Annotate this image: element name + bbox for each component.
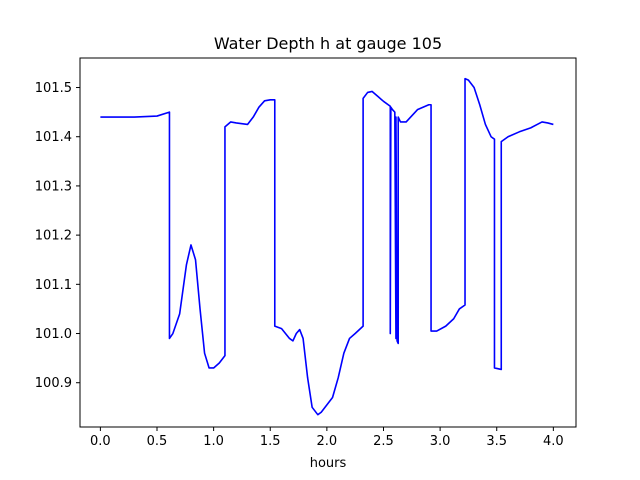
x-axis-label: hours <box>310 456 347 471</box>
x-tick-label: 0.0 <box>90 434 111 449</box>
x-tick-label: 3.5 <box>486 434 507 449</box>
y-tick-label: 100.9 <box>35 376 72 391</box>
x-tick-label: 1.5 <box>260 434 281 449</box>
y-axis: 100.9 101.0 101.1 101.2 101.3 101.4 101.5 <box>35 81 80 391</box>
chart-title: Water Depth h at gauge 105 <box>214 34 442 53</box>
x-tick-label: 4.0 <box>543 434 564 449</box>
plot-layer <box>100 77 554 416</box>
x-tick-label: 1.0 <box>203 434 224 449</box>
y-tick-label: 101.5 <box>35 81 72 96</box>
x-tick-label: 0.5 <box>147 434 168 449</box>
y-tick-label: 101.3 <box>35 179 72 194</box>
y-tick-label: 101.4 <box>35 130 72 145</box>
x-tick-label: 3.0 <box>430 434 451 449</box>
x-tick-label: 2.5 <box>373 434 394 449</box>
y-tick-label: 101.0 <box>35 327 72 342</box>
x-axis: 0.0 0.5 1.0 1.5 2.0 2.5 3.0 3.5 4.0 <box>90 427 564 449</box>
x-tick-label: 2.0 <box>317 434 338 449</box>
axes-frame <box>79 57 577 428</box>
series-line-0 <box>100 77 554 416</box>
y-tick-label: 101.2 <box>35 229 72 244</box>
y-tick-label: 101.1 <box>35 278 72 293</box>
